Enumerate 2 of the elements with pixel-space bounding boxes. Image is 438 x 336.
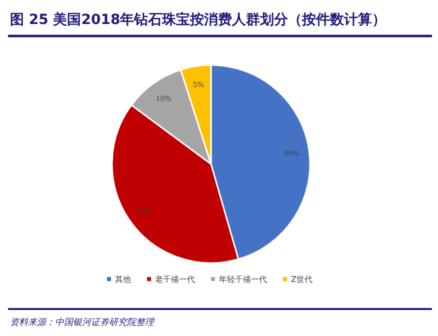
annotation: 资料来源：中国银河证券研究院整理 bbox=[10, 318, 154, 328]
title: 图 25 美国2018年钻石珠宝按消费人群划分（按件数计算） bbox=[10, 12, 386, 28]
